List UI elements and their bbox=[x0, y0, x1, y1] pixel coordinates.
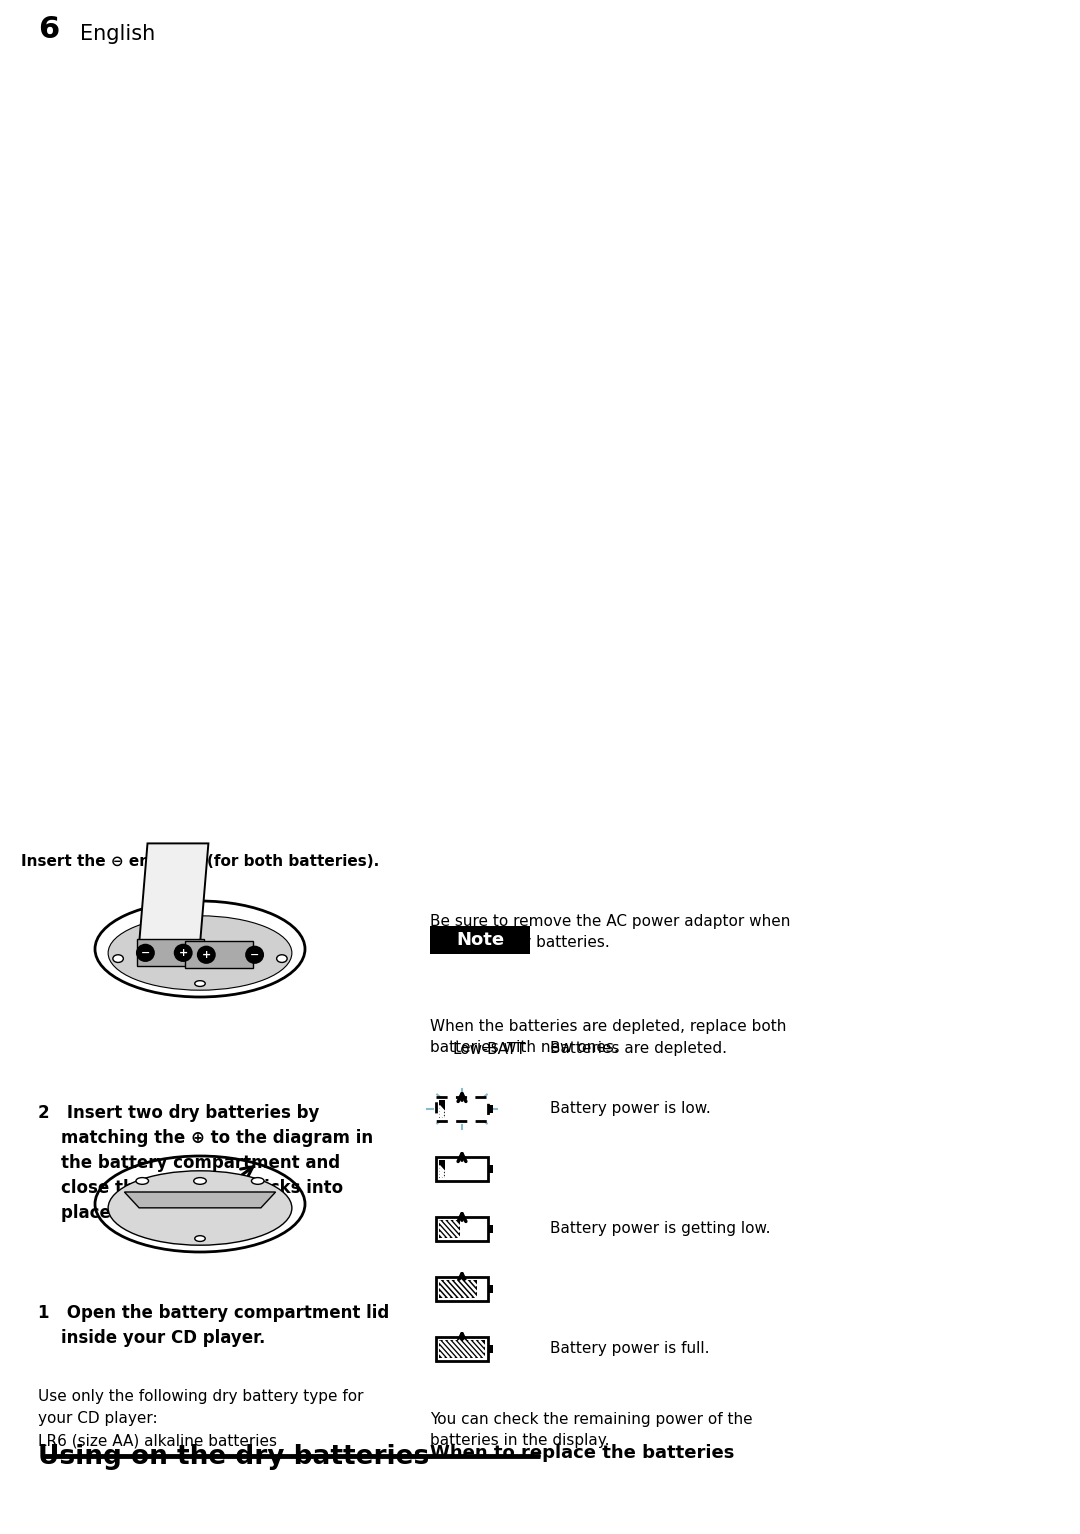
Text: Be sure to remove the AC power adaptor when
using the dry batteries.: Be sure to remove the AC power adaptor w… bbox=[430, 914, 791, 950]
Bar bbox=[438, 1160, 445, 1178]
Text: +: + bbox=[202, 950, 211, 960]
Ellipse shape bbox=[136, 1178, 149, 1184]
Bar bbox=[436, 1276, 488, 1301]
Text: +: + bbox=[178, 948, 188, 957]
Ellipse shape bbox=[197, 945, 216, 963]
Text: 1   Open the battery compartment lid
    inside your CD player.: 1 Open the battery compartment lid insid… bbox=[38, 1304, 389, 1347]
Bar bbox=[436, 1216, 488, 1241]
Bar bbox=[430, 927, 530, 954]
Bar bbox=[186, 942, 253, 968]
Text: 6: 6 bbox=[38, 15, 59, 44]
Bar bbox=[436, 1338, 488, 1361]
Bar bbox=[438, 1279, 476, 1298]
Ellipse shape bbox=[95, 900, 305, 997]
Bar bbox=[438, 1341, 485, 1358]
Bar bbox=[488, 1284, 492, 1293]
Ellipse shape bbox=[108, 1170, 292, 1246]
Bar bbox=[488, 1104, 492, 1114]
Text: English: English bbox=[80, 25, 156, 44]
Bar bbox=[488, 1164, 492, 1174]
Ellipse shape bbox=[174, 943, 192, 962]
Ellipse shape bbox=[194, 980, 205, 986]
Text: Using on the dry batteries: Using on the dry batteries bbox=[38, 1443, 429, 1470]
Text: Note: Note bbox=[456, 931, 504, 950]
Bar bbox=[488, 1224, 492, 1233]
Text: Low-BATT: Low-BATT bbox=[453, 1042, 525, 1057]
Text: Battery power is getting low.: Battery power is getting low. bbox=[550, 1221, 770, 1236]
Polygon shape bbox=[139, 844, 208, 945]
Ellipse shape bbox=[276, 954, 287, 962]
Bar bbox=[488, 1345, 492, 1353]
Bar bbox=[436, 1157, 488, 1181]
Ellipse shape bbox=[136, 943, 154, 962]
Text: Insert the ⊖ end first (for both batteries).: Insert the ⊖ end first (for both batteri… bbox=[21, 854, 379, 868]
Ellipse shape bbox=[108, 916, 292, 991]
Polygon shape bbox=[124, 1192, 275, 1207]
Ellipse shape bbox=[245, 945, 264, 963]
Text: Batteries are depleted.: Batteries are depleted. bbox=[550, 1042, 727, 1057]
Text: Battery power is low.: Battery power is low. bbox=[550, 1101, 711, 1117]
Text: When to replace the batteries: When to replace the batteries bbox=[430, 1443, 734, 1462]
Text: You can check the remaining power of the
batteries in the display.: You can check the remaining power of the… bbox=[430, 1411, 753, 1448]
Text: 2   Insert two dry batteries by
    matching the ⊕ to the diagram in
    the bat: 2 Insert two dry batteries by matching t… bbox=[38, 1104, 373, 1223]
Text: Battery power is full.: Battery power is full. bbox=[550, 1342, 710, 1356]
Text: −: − bbox=[249, 950, 259, 960]
Bar bbox=[438, 1220, 460, 1238]
Bar bbox=[438, 1100, 445, 1118]
Ellipse shape bbox=[252, 1178, 264, 1184]
Text: Use only the following dry battery type for
your CD player:
LR6 (size AA) alkali: Use only the following dry battery type … bbox=[38, 1388, 364, 1448]
Ellipse shape bbox=[193, 1178, 206, 1184]
Ellipse shape bbox=[194, 1236, 205, 1241]
Bar bbox=[436, 1097, 488, 1121]
Bar bbox=[137, 939, 204, 966]
Ellipse shape bbox=[112, 954, 123, 962]
Text: When the batteries are depleted, replace both
batteries with new ones.: When the batteries are depleted, replace… bbox=[430, 1019, 786, 1055]
Ellipse shape bbox=[95, 1157, 305, 1252]
Text: −: − bbox=[140, 948, 150, 957]
